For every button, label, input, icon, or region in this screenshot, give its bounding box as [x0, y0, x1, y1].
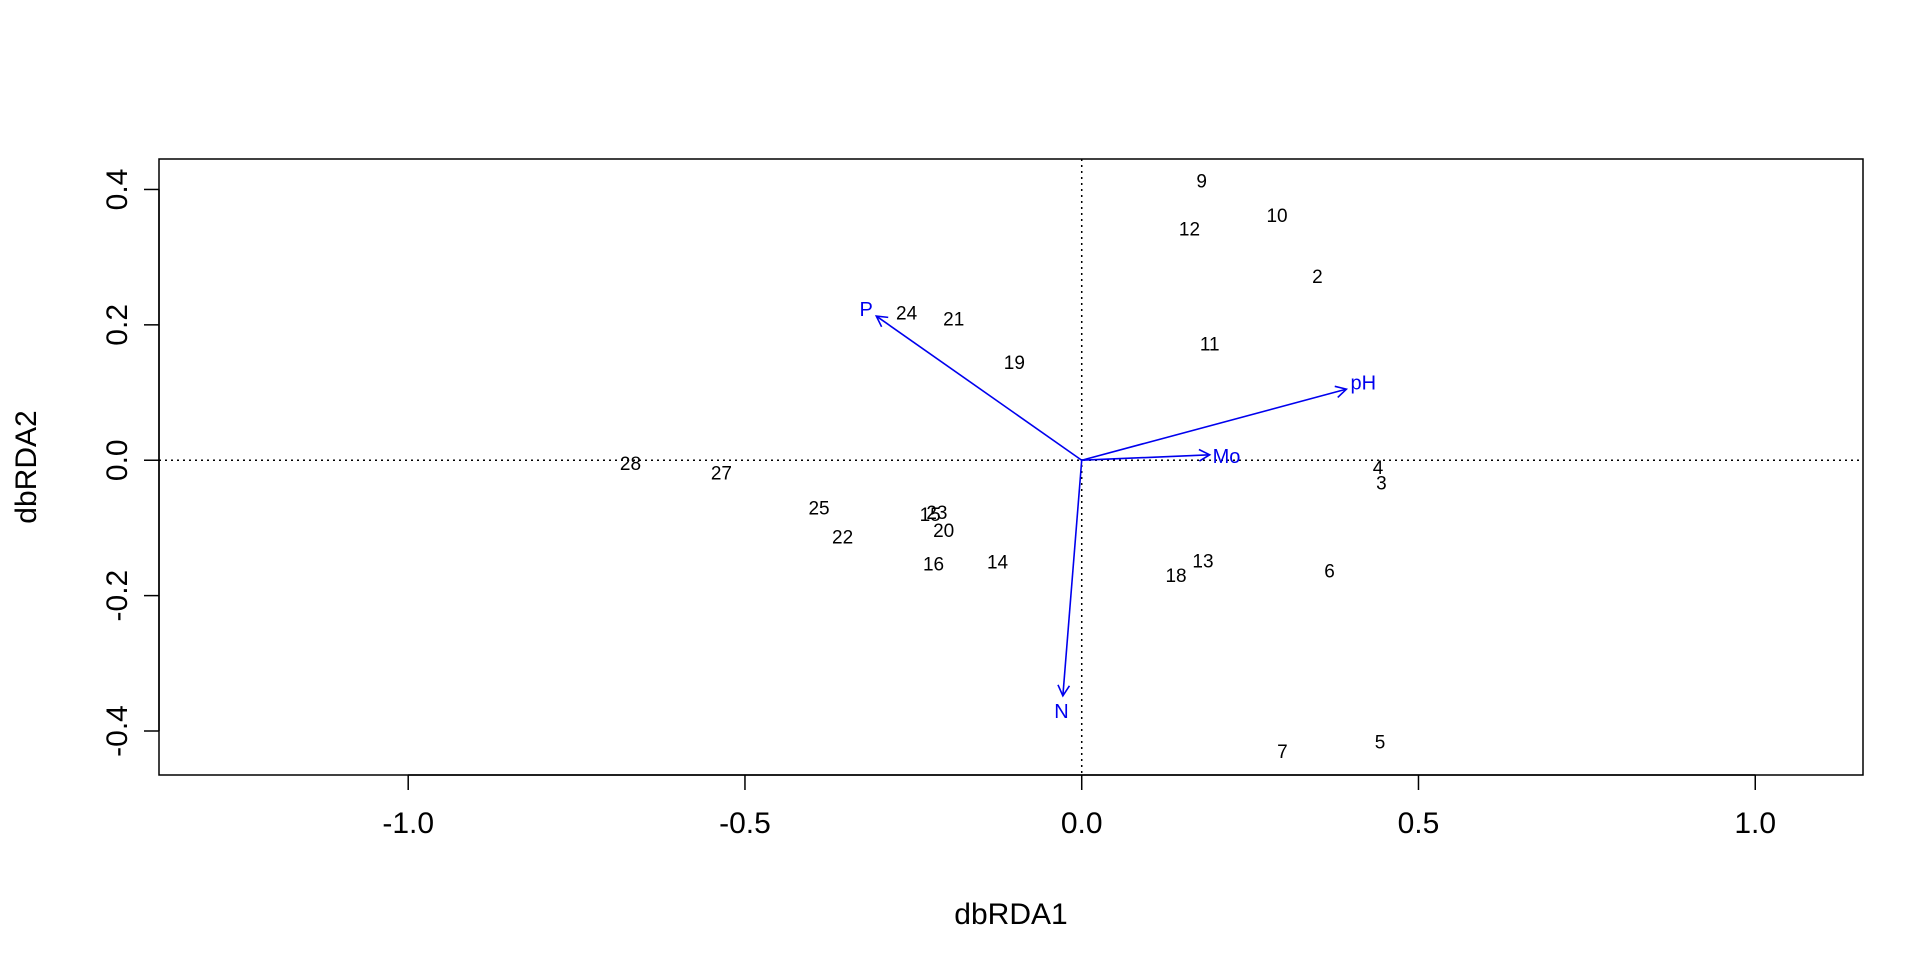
vector-mo-label: Mo [1213, 446, 1241, 468]
site-label-18: 18 [1165, 566, 1186, 587]
vector-p-arrowhead [874, 315, 889, 328]
site-label-6: 6 [1324, 561, 1335, 582]
vector-n-label: N [1054, 701, 1068, 723]
site-label-23: 23 [926, 503, 947, 524]
site-label-7: 7 [1277, 742, 1288, 763]
site-label-12: 12 [1179, 220, 1200, 241]
x-tick-label: -0.5 [719, 807, 771, 840]
site-label-14: 14 [987, 553, 1009, 574]
site-label-2: 2 [1312, 267, 1323, 288]
site-label-25: 25 [808, 498, 829, 519]
vector-n-line [1062, 460, 1083, 696]
y-tick-label: -0.4 [101, 705, 134, 757]
vector-ph-arrowhead [1334, 385, 1349, 399]
y-tick-label: 0.4 [101, 169, 134, 211]
vector-n-arrowhead [1057, 684, 1071, 698]
vector-ph-label: pH [1350, 373, 1376, 395]
site-label-20: 20 [933, 521, 954, 542]
site-label-11: 11 [1200, 335, 1220, 356]
site-label-28: 28 [620, 454, 641, 475]
vector-p-label: P [860, 299, 873, 321]
site-label-3: 3 [1376, 473, 1387, 494]
site-label-27: 27 [711, 463, 732, 484]
zero-reference-lines [159, 159, 1863, 775]
x-tick-label: 1.0 [1734, 807, 1776, 840]
y-tick-label: -0.2 [101, 570, 134, 622]
site-label-22: 22 [832, 528, 853, 549]
plot-frame [158, 158, 1864, 776]
site-label-24: 24 [896, 304, 918, 325]
site-label-4: 4 [1373, 458, 1384, 479]
site-label-10: 10 [1266, 206, 1287, 227]
environment-vectors: PpH Mo N [860, 299, 1377, 723]
x-axis: -1.0 -0.5 0.0 0.5 1.0 [382, 774, 1776, 840]
site-label-9: 9 [1196, 172, 1207, 193]
site-label-15: 15 [920, 505, 941, 526]
x-tick-label: -1.0 [382, 807, 434, 840]
y-tick-label: 0.0 [101, 439, 134, 481]
y-tick-label: 0.2 [101, 304, 134, 346]
site-label-13: 13 [1192, 551, 1213, 572]
y-axis: -0.4 -0.2 0.0 0.2 0.4 [101, 169, 160, 757]
site-label-21: 21 [943, 310, 964, 331]
vector-ph-line [1081, 388, 1347, 462]
site-label-19: 19 [1004, 353, 1025, 374]
vector-p-line [875, 315, 1083, 461]
x-tick-label: 0.0 [1061, 807, 1103, 840]
site-label-16: 16 [923, 555, 944, 576]
x-tick-label: 0.5 [1398, 807, 1440, 840]
y-axis-title: dbRDA2 [10, 410, 43, 523]
site-label-5: 5 [1375, 733, 1386, 754]
site-labels: 2345679101112131415161819202122232425272… [620, 172, 1387, 764]
vector-mo-line [1081, 454, 1210, 462]
x-axis-title: dbRDA1 [954, 898, 1067, 931]
vector-mo-arrowhead [1198, 448, 1212, 462]
